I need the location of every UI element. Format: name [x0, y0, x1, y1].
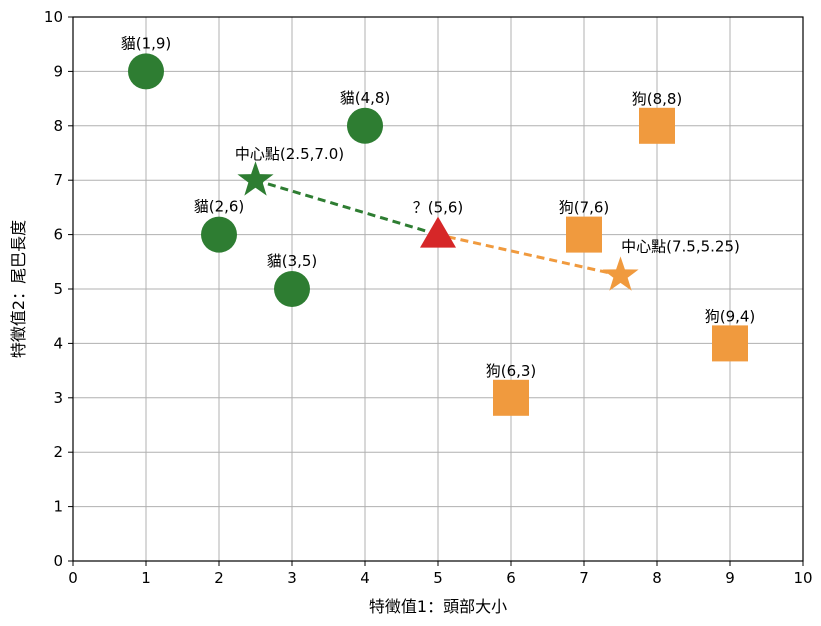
x-tick-label: 9	[725, 569, 735, 587]
y-tick-label: 0	[53, 552, 63, 570]
cat-point	[347, 107, 383, 144]
query-point-label: ？(5,6)	[413, 199, 464, 217]
y-tick-label: 2	[53, 443, 63, 461]
ticks: 0 1 2 3 4 5 6 7 8 9 10 0 1 2 3 4 5 6 7 8 9 10	[44, 8, 813, 587]
dog-centroid-star	[602, 256, 639, 291]
y-tick-label: 8	[53, 117, 63, 135]
dog-point-label: 狗(8,8)	[632, 90, 683, 108]
cat-point-label: 貓(3,5)	[267, 252, 318, 270]
x-axis-title: 特徵值1：頭部大小	[369, 597, 507, 616]
cat-point	[128, 53, 164, 90]
y-tick-label: 4	[53, 334, 63, 352]
cat-point	[201, 216, 237, 253]
x-tick-label: 0	[68, 569, 78, 587]
y-tick-label: 9	[53, 62, 63, 80]
y-tick-label: 10	[44, 8, 63, 26]
x-tick-label: 1	[141, 569, 151, 587]
cat-distance-line	[255, 178, 439, 237]
x-tick-label: 8	[652, 569, 662, 587]
dog-point-label: 狗(9,4)	[705, 307, 756, 325]
cat-point-label: 貓(4,8)	[340, 89, 391, 107]
centroid-label: 中心點(2.5,7.0)	[235, 145, 344, 163]
y-tick-label: 3	[53, 389, 63, 407]
dog-point	[493, 379, 529, 416]
distance-lines	[255, 178, 621, 277]
x-tick-label: 3	[287, 569, 297, 587]
x-tick-label: 2	[214, 569, 224, 587]
dog-point	[712, 325, 748, 362]
y-tick-label: 5	[53, 280, 63, 298]
x-tick-label: 5	[433, 569, 443, 587]
x-tick-label: 7	[579, 569, 589, 587]
query-point	[420, 216, 456, 248]
x-tick-label: 6	[506, 569, 516, 587]
dog-distance-line	[437, 233, 621, 277]
cat-point-label: 貓(1,9)	[121, 34, 172, 52]
data-points	[128, 53, 748, 416]
dog-point	[566, 216, 602, 253]
y-tick-label: 6	[53, 226, 63, 244]
centroid-label: 中心點(7.5,5.25)	[621, 237, 740, 255]
y-tick-label: 7	[53, 171, 63, 189]
cat-point	[274, 271, 310, 307]
dog-point	[639, 107, 675, 144]
y-tick-label: 1	[53, 498, 63, 516]
dog-point-label: 狗(7,6)	[559, 199, 610, 217]
grid	[72, 16, 804, 562]
cat-centroid-star	[237, 161, 274, 196]
y-axis-title: 特徵值2：尾巴長度	[9, 220, 28, 358]
cat-point-label: 貓(2,6)	[194, 198, 245, 216]
x-tick-label: 4	[360, 569, 370, 587]
point-labels: 貓(1,9) 貓(2,6) 貓(3,5) 貓(4,8) 狗(6,3) 狗(7,6) 狗(8,…	[121, 34, 756, 379]
x-tick-label: 10	[793, 569, 812, 587]
dog-point-label: 狗(6,3)	[486, 362, 537, 380]
